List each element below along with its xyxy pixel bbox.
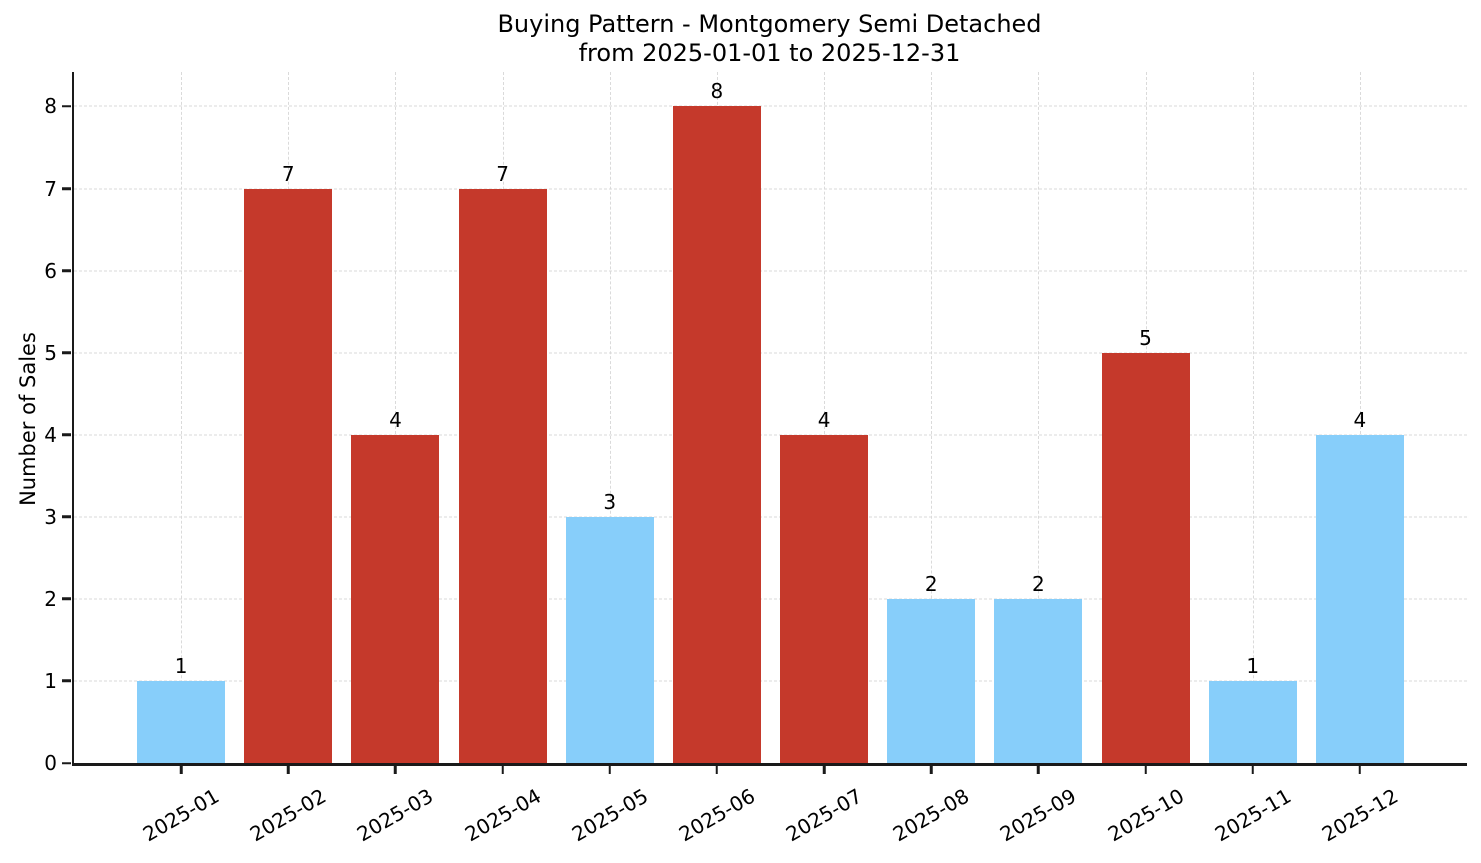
- x-tick-mark: [287, 766, 290, 774]
- bar-2025-09: [994, 598, 1083, 763]
- bar-2025-02: [244, 188, 333, 763]
- chart-title: Buying Pattern - Montgomery Semi Detache…: [497, 10, 1042, 67]
- x-tick-mark: [1037, 766, 1040, 774]
- bar-value-label: 1: [174, 653, 188, 678]
- y-gridline: [74, 434, 1467, 436]
- bar-2025-06: [672, 106, 761, 763]
- bar-value-label: 2: [1032, 571, 1045, 596]
- x-tick-mark: [501, 766, 504, 774]
- bar-2025-07: [780, 434, 869, 763]
- x-gridline: [1252, 72, 1254, 763]
- x-tick-label: 2025-07: [781, 783, 867, 847]
- bar-value-label: 1: [1246, 653, 1260, 678]
- x-tick-label: 2025-11: [1210, 783, 1295, 847]
- bar-value-label: 4: [817, 407, 831, 432]
- bar-2025-11: [1208, 680, 1297, 763]
- bar-2025-08: [887, 598, 976, 763]
- x-tick-label: 2025-04: [460, 783, 545, 847]
- y-tick-mark: [62, 761, 71, 765]
- bar-value-label: 7: [281, 161, 295, 186]
- bar-value-label: 4: [1353, 407, 1367, 432]
- y-tick-mark: [62, 269, 71, 272]
- x-tick-label: 2025-09: [996, 783, 1081, 847]
- y-tick-label: 8: [44, 94, 57, 119]
- bar-2025-04: [458, 188, 547, 763]
- bar-2025-12: [1315, 434, 1404, 763]
- y-gridline: [74, 105, 1467, 107]
- y-tick-label: 0: [44, 751, 57, 775]
- bar-value-label: 8: [710, 79, 724, 104]
- x-tick-label: 2025-02: [246, 783, 331, 847]
- y-axis-label: Number of Sales: [16, 332, 40, 506]
- y-tick-label: 1: [44, 668, 57, 693]
- bar-2025-01: [137, 680, 226, 763]
- y-tick-mark: [62, 105, 71, 108]
- x-tick-label: 2025-10: [1103, 783, 1188, 847]
- y-tick-label: 4: [44, 422, 57, 447]
- x-gridline: [395, 72, 397, 763]
- bar-2025-03: [351, 434, 440, 763]
- bar-value-label: 2: [924, 571, 938, 596]
- x-gridline: [1038, 72, 1040, 763]
- y-tick-label: 5: [44, 340, 57, 365]
- x-tick-mark: [1251, 766, 1254, 774]
- x-tick-mark: [608, 766, 612, 774]
- x-tick-mark: [929, 766, 933, 774]
- y-tick-mark: [62, 679, 71, 683]
- y-tick-label: 7: [44, 176, 57, 201]
- bar-2025-10: [1101, 352, 1190, 763]
- x-tick-label: 2025-08: [889, 783, 974, 847]
- bar-value-label: 3: [603, 489, 617, 514]
- x-tick-label: 2025-05: [567, 783, 652, 847]
- x-tick-mark: [715, 766, 719, 774]
- x-tick-mark: [1144, 766, 1147, 774]
- y-tick-label: 2: [44, 586, 57, 611]
- x-tick-mark: [1358, 766, 1362, 774]
- bar-value-label: 7: [496, 161, 509, 186]
- x-gridline: [609, 72, 611, 763]
- plot-area: 0 1 2 3 4 5 6 7 8 1 2025-01 7 2025-02 4 2025-03 7 2025-0…: [44, 72, 1467, 846]
- x-gridline: [181, 72, 183, 763]
- x-tick-label: 2025-12: [1317, 783, 1403, 847]
- y-gridline: [74, 352, 1467, 354]
- y-tick-mark: [62, 433, 71, 436]
- y-gridline: [74, 270, 1467, 272]
- x-tick-label: 2025-01: [138, 783, 224, 847]
- y-tick-mark: [62, 351, 71, 354]
- x-tick-mark: [822, 766, 826, 774]
- x-tick-label: 2025-06: [674, 783, 760, 847]
- x-tick-mark: [394, 766, 397, 774]
- y-tick-mark: [62, 597, 71, 601]
- y-gridline: [74, 516, 1467, 518]
- bar-value-label: 5: [1139, 325, 1152, 350]
- x-tick-mark: [179, 766, 183, 774]
- y-tick-label: 6: [44, 258, 57, 283]
- bar-value-label: 4: [389, 407, 402, 432]
- y-tick-mark: [62, 187, 71, 190]
- y-tick-mark: [62, 515, 71, 519]
- y-gridline: [74, 598, 1467, 600]
- x-tick-label: 2025-03: [353, 783, 438, 847]
- bar-2025-05: [565, 516, 654, 763]
- x-gridline: [931, 72, 933, 763]
- x-gridline: [1359, 72, 1361, 763]
- x-gridline: [824, 72, 826, 763]
- y-gridline: [74, 680, 1467, 682]
- y-tick-label: 3: [44, 504, 57, 529]
- y-gridline: [74, 188, 1467, 190]
